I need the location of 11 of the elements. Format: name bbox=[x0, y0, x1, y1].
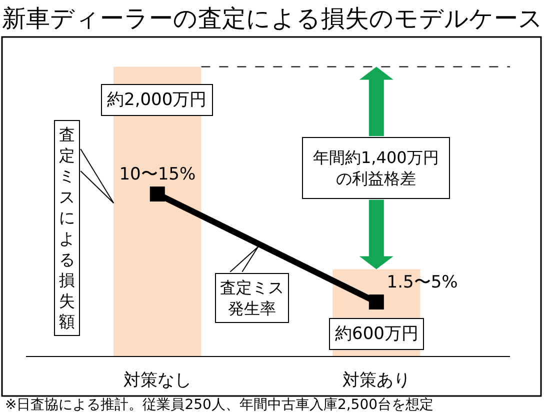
legend-label: 査定ミス発生率 bbox=[220, 278, 284, 318]
x-tick-label: 対策あり bbox=[342, 370, 410, 390]
data-label: 約2,000万円 bbox=[107, 90, 207, 110]
text: 査定ミスによる損失額 bbox=[59, 125, 75, 332]
annotation: 年間約1,400万円の利益格差 bbox=[313, 148, 439, 188]
data-label: 10〜15% bbox=[119, 164, 196, 184]
data-label: 約600万円 bbox=[335, 324, 418, 344]
x-tick-label: 対策なし bbox=[123, 370, 192, 390]
chart-title: 新車ディーラーの査定による損失のモデルケース bbox=[2, 4, 544, 32]
text: ※日査協による推計。従業員250人、年間中古車入庫2,500台を想定 bbox=[5, 397, 434, 413]
data-label: 1.5〜5% bbox=[386, 272, 458, 292]
